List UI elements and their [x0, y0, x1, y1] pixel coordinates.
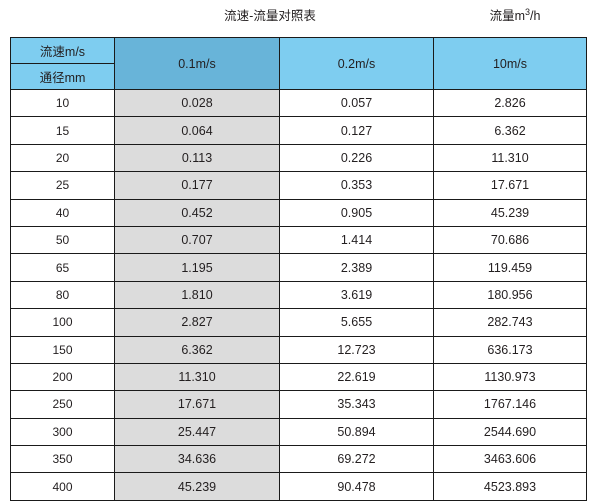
table-row: 40 0.452 0.905 45.239: [10, 198, 587, 227]
cell-flow-0.2ms: 50.894: [279, 417, 434, 447]
cell-flow-10ms: 180.956: [433, 280, 587, 310]
cell-flow-10ms: 17.671: [433, 171, 587, 200]
cell-flow-0.1ms: 2.827: [114, 308, 280, 337]
cell-diameter: 65: [10, 253, 115, 282]
table-row: 150 6.362 12.723 636.173: [10, 335, 587, 364]
table-row: 25 0.177 0.353 17.671: [10, 171, 587, 200]
cell-flow-10ms: 1130.973: [433, 362, 587, 392]
header-row-top: 流速m/s 0.1m/s 0.2m/s 10m/s: [10, 37, 587, 90]
cell-flow-0.1ms: 34.636: [114, 445, 280, 474]
cell-flow-10ms: 45.239: [433, 198, 587, 227]
table-row: 400 45.239 90.478 4523.893: [10, 472, 587, 501]
header-col-0.2ms: 0.2m/s: [279, 37, 434, 90]
table-row: 65 1.195 2.389 119.459: [10, 253, 587, 282]
cell-diameter: 300: [10, 417, 115, 447]
cell-flow-0.2ms: 90.478: [279, 472, 434, 501]
unit-title: 流量m3/h: [440, 5, 590, 24]
cell-flow-10ms: 4523.893: [433, 472, 587, 501]
cell-flow-0.2ms: 22.619: [279, 362, 434, 392]
cell-flow-0.2ms: 35.343: [279, 390, 434, 419]
table-body: 10 0.028 0.057 2.826 15 0.064 0.127 6.36…: [10, 88, 587, 501]
unit-title-suffix: /h: [530, 9, 541, 23]
cell-flow-10ms: 2544.690: [433, 417, 587, 447]
cell-flow-0.1ms: 1.810: [114, 280, 280, 310]
cell-diameter: 100: [10, 308, 115, 337]
cell-flow-0.2ms: 3.619: [279, 280, 434, 310]
cell-flow-0.2ms: 5.655: [279, 308, 434, 337]
table-row: 350 34.636 69.272 3463.606: [10, 445, 587, 474]
cell-flow-0.2ms: 1.414: [279, 225, 434, 255]
table-row: 80 1.810 3.619 180.956: [10, 280, 587, 310]
cell-flow-10ms: 119.459: [433, 253, 587, 282]
table-row: 200 11.310 22.619 1130.973: [10, 362, 587, 392]
cell-flow-0.2ms: 12.723: [279, 335, 434, 364]
cell-diameter: 80: [10, 280, 115, 310]
cell-flow-10ms: 2.826: [433, 88, 587, 118]
cell-flow-0.1ms: 0.452: [114, 198, 280, 227]
cell-flow-0.2ms: 69.272: [279, 445, 434, 474]
cell-diameter: 400: [10, 472, 115, 501]
cell-flow-0.1ms: 0.707: [114, 225, 280, 255]
cell-flow-10ms: 3463.606: [433, 445, 587, 474]
unit-title-superscript: 3: [524, 6, 530, 17]
table-row: 50 0.707 1.414 70.686: [10, 225, 587, 255]
cell-flow-0.1ms: 0.064: [114, 116, 280, 145]
table-row: 100 2.827 5.655 282.743: [10, 308, 587, 337]
cell-flow-10ms: 6.362: [433, 116, 587, 145]
cell-flow-0.1ms: 1.195: [114, 253, 280, 282]
cell-flow-0.1ms: 45.239: [114, 472, 280, 501]
header-corner-diameter: 通径mm: [10, 63, 115, 90]
cell-flow-0.2ms: 0.127: [279, 116, 434, 145]
cell-diameter: 10: [10, 88, 115, 118]
cell-diameter: 200: [10, 362, 115, 392]
cell-flow-0.1ms: 0.177: [114, 171, 280, 200]
cell-diameter: 250: [10, 390, 115, 419]
cell-flow-10ms: 11.310: [433, 143, 587, 173]
table-header: 流速m/s 0.1m/s 0.2m/s 10m/s 通径mm: [10, 37, 587, 90]
header-corner-velocity: 流速m/s: [10, 37, 115, 64]
cell-diameter: 50: [10, 225, 115, 255]
cell-diameter: 25: [10, 171, 115, 200]
cell-diameter: 20: [10, 143, 115, 173]
cell-diameter: 40: [10, 198, 115, 227]
header-col-0.1ms: 0.1m/s: [114, 37, 280, 90]
cell-flow-0.1ms: 6.362: [114, 335, 280, 364]
cell-flow-0.1ms: 25.447: [114, 417, 280, 447]
table-row: 250 17.671 35.343 1767.146: [10, 390, 587, 419]
cell-flow-10ms: 70.686: [433, 225, 587, 255]
title-bar: 流速-流量对照表 流量m3/h: [0, 0, 600, 30]
table-row: 15 0.064 0.127 6.362: [10, 116, 587, 145]
page-title: 流速-流量对照表: [224, 9, 316, 23]
header-row-bottom: 通径mm: [10, 63, 587, 90]
cell-flow-0.2ms: 0.353: [279, 171, 434, 200]
flow-table-container: 流速m/s 0.1m/s 0.2m/s 10m/s 通径mm 10 0.028 …: [10, 37, 587, 501]
header-col-10ms: 10m/s: [433, 37, 587, 90]
cell-flow-0.2ms: 0.905: [279, 198, 434, 227]
unit-title-prefix: 流量m: [489, 9, 525, 23]
cell-flow-0.1ms: 11.310: [114, 362, 280, 392]
cell-diameter: 15: [10, 116, 115, 145]
table-row: 10 0.028 0.057 2.826: [10, 88, 587, 118]
cell-flow-0.2ms: 0.057: [279, 88, 434, 118]
table-row: 20 0.113 0.226 11.310: [10, 143, 587, 173]
table-row: 300 25.447 50.894 2544.690: [10, 417, 587, 447]
cell-flow-10ms: 636.173: [433, 335, 587, 364]
cell-diameter: 150: [10, 335, 115, 364]
flow-velocity-table: 流速m/s 0.1m/s 0.2m/s 10m/s 通径mm 10 0.028 …: [10, 37, 587, 501]
cell-flow-0.2ms: 2.389: [279, 253, 434, 282]
cell-flow-0.2ms: 0.226: [279, 143, 434, 173]
cell-flow-0.1ms: 17.671: [114, 390, 280, 419]
cell-flow-0.1ms: 0.113: [114, 143, 280, 173]
cell-flow-10ms: 1767.146: [433, 390, 587, 419]
cell-flow-0.1ms: 0.028: [114, 88, 280, 118]
cell-flow-10ms: 282.743: [433, 308, 587, 337]
cell-diameter: 350: [10, 445, 115, 474]
